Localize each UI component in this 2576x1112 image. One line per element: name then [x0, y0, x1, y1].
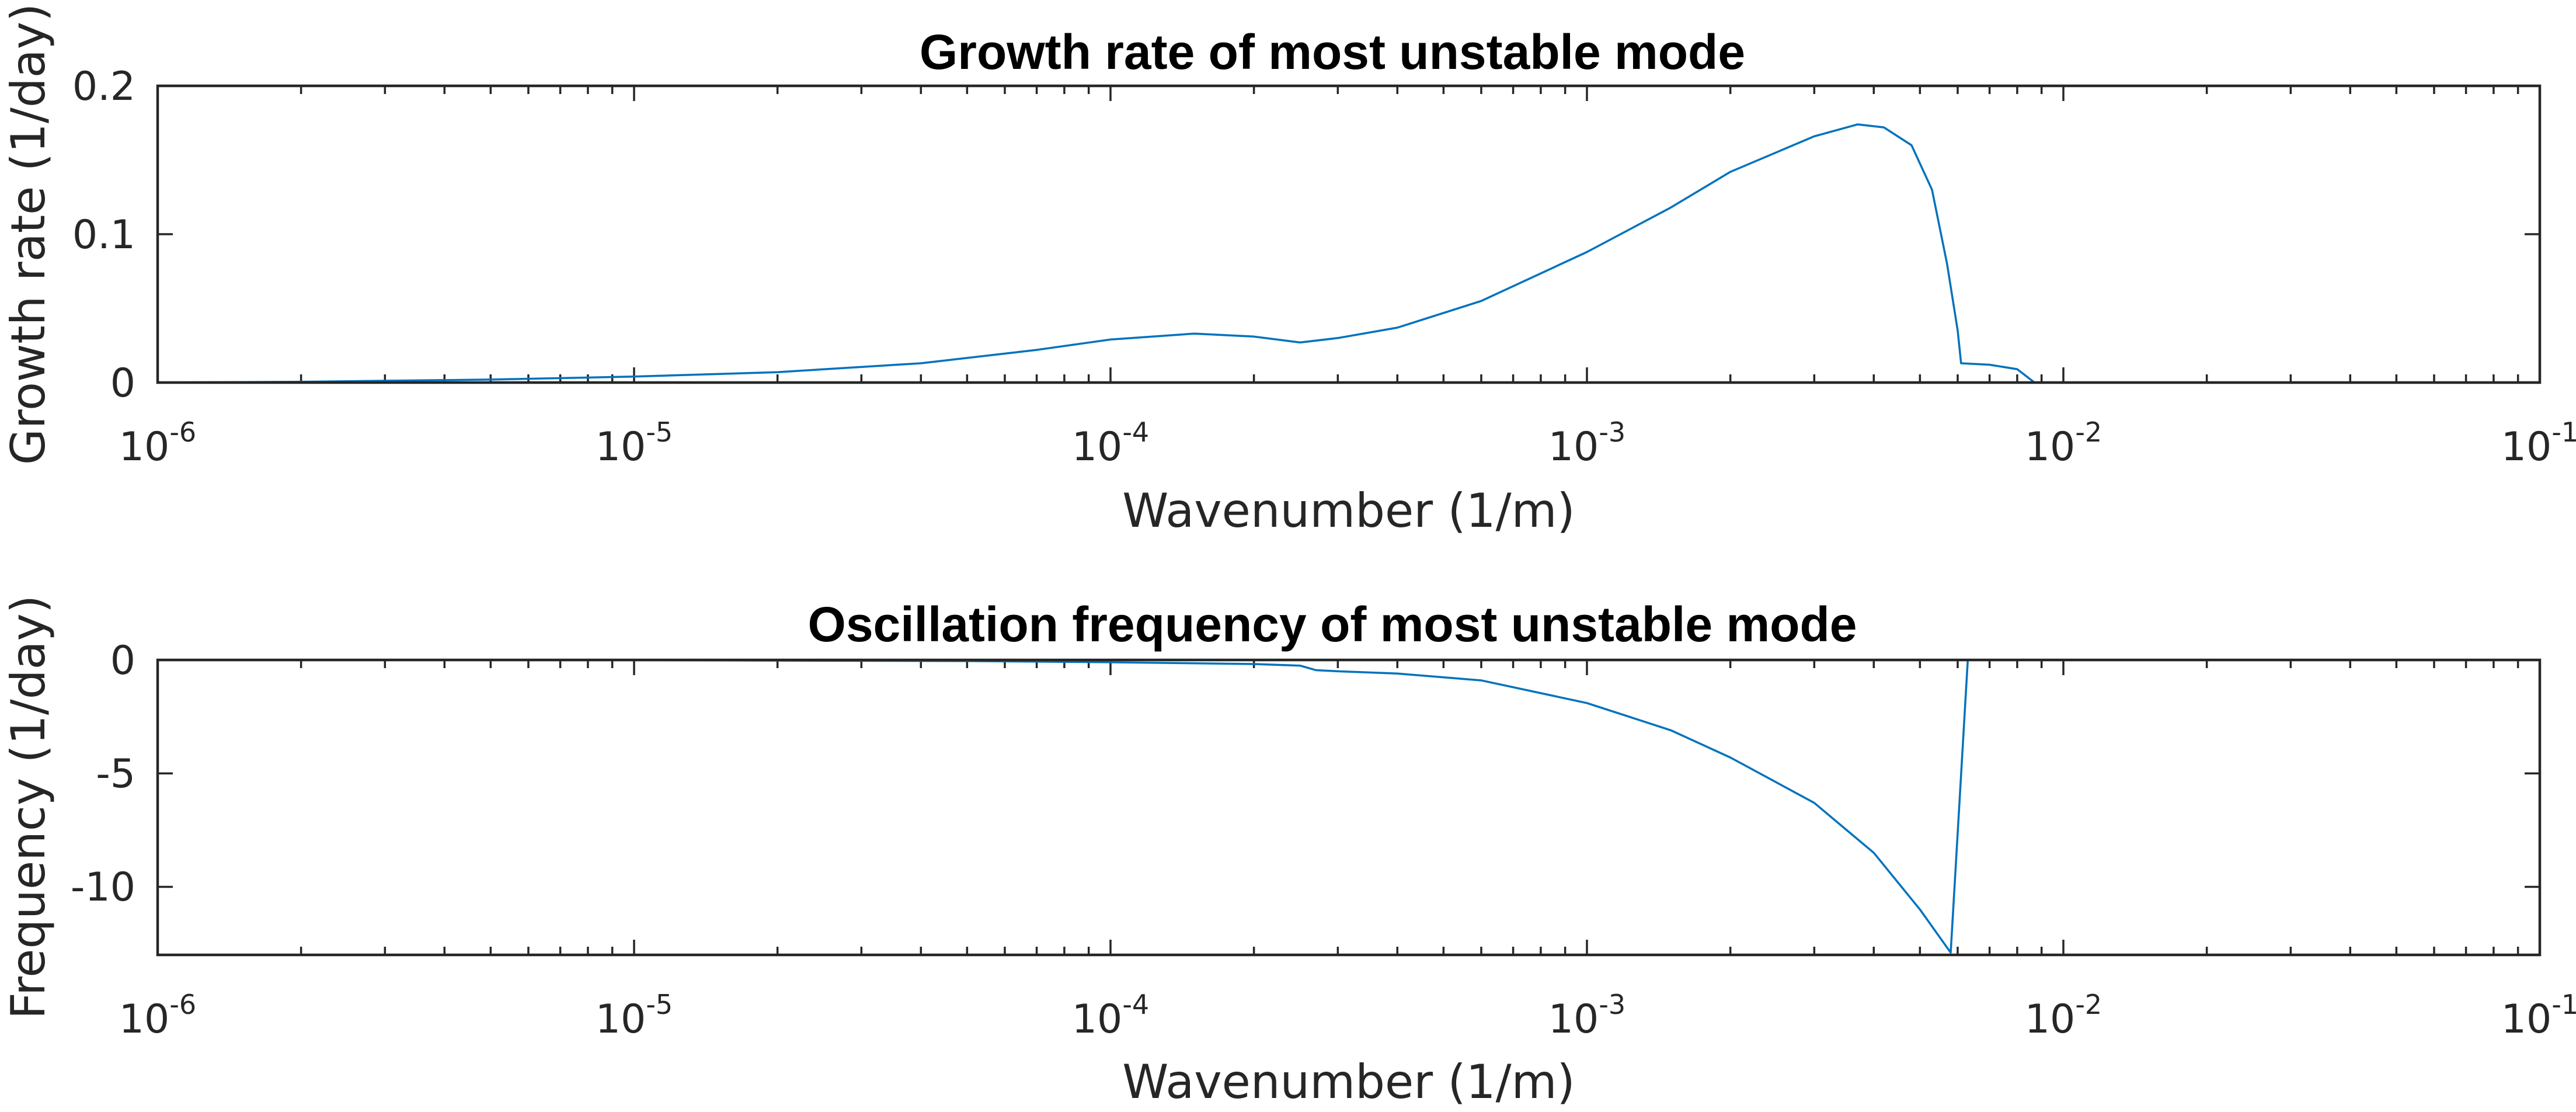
frequency-x-tick-label: 10-5: [596, 989, 673, 1042]
growth-rate-x-axis-label: Wavenumber (1/m): [1122, 484, 1575, 538]
frequency-x-tick-label: 10-1: [2501, 989, 2576, 1042]
growth-rate-x-tick-label: 10-6: [119, 416, 196, 470]
frequency-y-tick-label: 0: [110, 638, 135, 684]
frequency-x-tick-label: 10-6: [119, 989, 196, 1042]
growth-rate-x-tick-label: 10-4: [1072, 416, 1149, 470]
growth-rate-y-tick-label: 0: [110, 360, 135, 406]
growth-rate-title: Growth rate of most unstable mode: [920, 25, 1745, 79]
frequency-y-tick-label: -5: [96, 751, 135, 797]
growth-rate-x-tick-label: 10-5: [596, 416, 673, 470]
growth-rate-y-tick-labels: 0 0.1 0.2: [72, 64, 135, 406]
frequency-x-tick-label: 10-3: [1548, 989, 1625, 1042]
growth-rate-y-axis-label: Growth rate (1/day): [1, 4, 55, 465]
growth-rate-x-tick-label: 10-3: [1548, 416, 1625, 470]
growth-rate-y-tick-label: 0.2: [72, 64, 135, 110]
frequency-y-tick-label: -10: [71, 864, 135, 911]
growth-rate-y-tick-label: 0.1: [72, 212, 135, 258]
frequency-x-tick-labels: 10-6 10-5 10-4 10-3 10-2 10-1: [119, 989, 2576, 1042]
frequency-subplot: Oscillation frequency of most unstable m…: [1, 595, 2576, 1109]
frequency-axes-box: [156, 658, 2542, 957]
growth-rate-x-tick-labels: 10-6 10-5 10-4 10-3 10-2 10-1: [119, 416, 2576, 470]
frequency-series-line: [157, 659, 2540, 954]
growth-rate-subplot: Growth rate of most unstable mode 0 0.1 …: [1, 4, 2576, 538]
frequency-x-axis-label: Wavenumber (1/m): [1122, 1055, 1575, 1109]
frequency-title: Oscillation frequency of most unstable m…: [808, 597, 1857, 652]
frequency-y-tick-labels: 0 -5 -10: [71, 638, 135, 911]
growth-rate-x-tick-label: 10-2: [2025, 416, 2102, 470]
growth-rate-x-tick-label: 10-1: [2501, 416, 2576, 470]
frequency-x-tick-label: 10-4: [1072, 989, 1149, 1042]
growth-rate-series-line: [157, 123, 2540, 384]
frequency-x-tick-label: 10-2: [2025, 989, 2102, 1042]
frequency-y-axis-label: Frequency (1/day): [1, 595, 55, 1019]
growth-rate-axes-box: [156, 84, 2542, 384]
